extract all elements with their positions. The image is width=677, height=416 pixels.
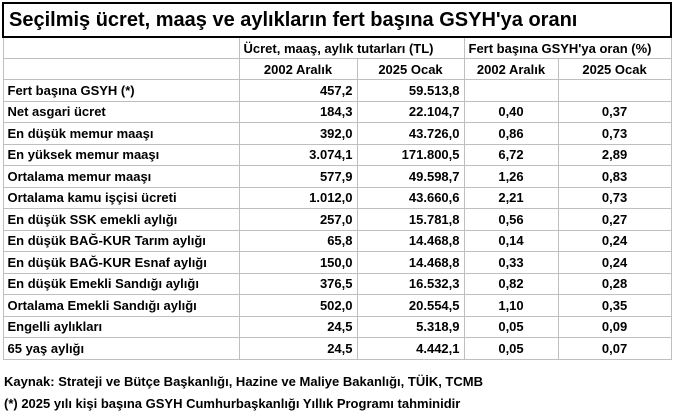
value-cell: 2,89	[557, 143, 672, 166]
value-cell: 43.660,6	[356, 186, 465, 209]
data-row: 65 yaş aylığı 24,5 4.442,1 0,05 0,07	[2, 337, 672, 360]
value-cell: 0,37	[557, 100, 672, 123]
value-cell: 14.468,8	[356, 251, 465, 274]
row-label: Ortalama kamu işçisi ücreti	[2, 186, 240, 209]
title-row: Seçilmiş ücret, maaş ve aylıkların fert …	[1, 2, 673, 38]
value-cell: 257,0	[238, 208, 358, 231]
value-cell: 0,24	[557, 251, 672, 274]
value-cell: 0,73	[557, 186, 672, 209]
value-cell: 0,27	[557, 208, 672, 231]
value-cell: 0,73	[557, 122, 672, 145]
value-cell: 14.468,8	[356, 229, 465, 252]
value-cell: 0,14	[463, 229, 559, 252]
data-row: Fert başına GSYH (*) 457,2 59.513,8	[2, 79, 672, 102]
row-label: 65 yaş aylığı	[2, 337, 240, 360]
value-cell: 0,07	[557, 337, 672, 360]
value-cell: 0,40	[463, 100, 559, 123]
value-cell: 184,3	[238, 100, 358, 123]
row-label: En düşük BAĞ-KUR Tarım aylığı	[2, 229, 240, 252]
blank-cell	[2, 36, 240, 59]
value-cell: 59.513,8	[356, 79, 465, 102]
value-cell: 49.598,7	[356, 165, 465, 188]
value-cell	[463, 79, 559, 102]
row-label: En düşük SSK emekli aylığı	[2, 208, 240, 231]
value-cell: 20.554,5	[356, 294, 465, 317]
value-cell: 0,86	[463, 122, 559, 145]
value-cell: 577,9	[238, 165, 358, 188]
value-cell: 0,24	[557, 229, 672, 252]
group-header: Fert başına GSYH'ya oran (%)	[463, 36, 672, 59]
row-label: En düşük memur maaşı	[2, 122, 240, 145]
group-header: Ücret, maaş, aylık tutarları (TL)	[238, 36, 465, 59]
row-label: Net asgari ücret	[2, 100, 240, 123]
value-cell: 3.074,1	[238, 143, 358, 166]
sub-header: 2002 Aralık	[463, 58, 559, 80]
value-cell: 502,0	[238, 294, 358, 317]
value-cell: 2,21	[463, 186, 559, 209]
row-label: Fert başına GSYH (*)	[2, 79, 240, 102]
data-row: En düşük Emekli Sandığı aylığı 376,5 16.53…	[2, 272, 672, 295]
value-cell: 4.442,1	[356, 337, 465, 360]
table-body: Seçilmiş ücret, maaş ve aylıkların fert …	[1, 2, 673, 360]
data-row: Ortalama memur maaşı 577,9 49.598,7 1,26 0,8…	[2, 165, 672, 188]
data-row: Ortalama kamu işçisi ücreti 1.012,0 43.660…	[2, 186, 672, 209]
data-row: En düşük memur maaşı 392,0 43.726,0 0,86 0,7…	[2, 122, 672, 145]
sub-header-row: 2002 Aralık 2025 Ocak 2002 Aralık 2025 O…	[2, 58, 672, 80]
blank-cell	[2, 58, 240, 80]
value-cell: 6,72	[463, 143, 559, 166]
value-cell: 0,56	[463, 208, 559, 231]
value-cell: 0,83	[557, 165, 672, 188]
row-label: Ortalama memur maaşı	[2, 165, 240, 188]
value-cell: 65,8	[238, 229, 358, 252]
data-table: Seçilmiş ücret, maaş ve aylıkların fert …	[1, 2, 673, 360]
value-cell: 24,5	[238, 315, 358, 338]
footnote: (*) 2025 yılı kişi başına GSYH Cumhurbaş…	[4, 396, 461, 411]
value-cell: 0,82	[463, 272, 559, 295]
sub-header: 2025 Ocak	[356, 58, 465, 80]
value-cell: 22.104,7	[356, 100, 465, 123]
value-cell: 1,10	[463, 294, 559, 317]
data-row: En düşük SSK emekli aylığı 257,0 15.781,8 0…	[2, 208, 672, 231]
value-cell: 0,28	[557, 272, 672, 295]
data-row: Net asgari ücret 184,3 22.104,7 0,40 0,37	[2, 100, 672, 123]
value-cell: 0,09	[557, 315, 672, 338]
data-row: En düşük BAĞ-KUR Tarım aylığı 65,8 14.468,…	[2, 229, 672, 252]
row-label: En düşük BAĞ-KUR Esnaf aylığı	[2, 251, 240, 274]
data-row: Ortalama Emekli Sandığı aylığı 502,0 20.55…	[2, 294, 672, 317]
value-cell: 457,2	[238, 79, 358, 102]
value-cell: 1,26	[463, 165, 559, 188]
data-row: En düşük BAĞ-KUR Esnaf aylığı 150,0 14.468…	[2, 251, 672, 274]
title: Seçilmiş ücret, maaş ve aylıkların fert …	[1, 2, 673, 38]
row-label: Ortalama Emekli Sandığı aylığı	[2, 294, 240, 317]
group-header-row: Ücret, maaş, aylık tutarları (TL) Fert b…	[2, 36, 672, 59]
row-label: En düşük Emekli Sandığı aylığı	[2, 272, 240, 295]
row-label: Engelli aylıkları	[2, 315, 240, 338]
value-cell: 24,5	[238, 337, 358, 360]
value-cell: 0,33	[463, 251, 559, 274]
footnote: Kaynak: Strateji ve Bütçe Başkanlığı, Ha…	[4, 374, 483, 389]
value-cell: 43.726,0	[356, 122, 465, 145]
value-cell: 392,0	[238, 122, 358, 145]
value-cell: 15.781,8	[356, 208, 465, 231]
data-row: En yüksek memur maaşı 3.074,1 171.800,5 6,7…	[2, 143, 672, 166]
value-cell: 0,05	[463, 337, 559, 360]
value-cell: 1.012,0	[238, 186, 358, 209]
value-cell: 16.532,3	[356, 272, 465, 295]
row-label: En yüksek memur maaşı	[2, 143, 240, 166]
value-cell: 0,35	[557, 294, 672, 317]
value-cell: 150,0	[238, 251, 358, 274]
value-cell	[557, 79, 672, 102]
sub-header: 2002 Aralık	[238, 58, 358, 80]
value-cell: 171.800,5	[356, 143, 465, 166]
value-cell: 376,5	[238, 272, 358, 295]
value-cell: 5.318,9	[356, 315, 465, 338]
sub-header: 2025 Ocak	[557, 58, 672, 80]
data-row: Engelli aylıkları 24,5 5.318,9 0,05 0,09	[2, 315, 672, 338]
value-cell: 0,05	[463, 315, 559, 338]
